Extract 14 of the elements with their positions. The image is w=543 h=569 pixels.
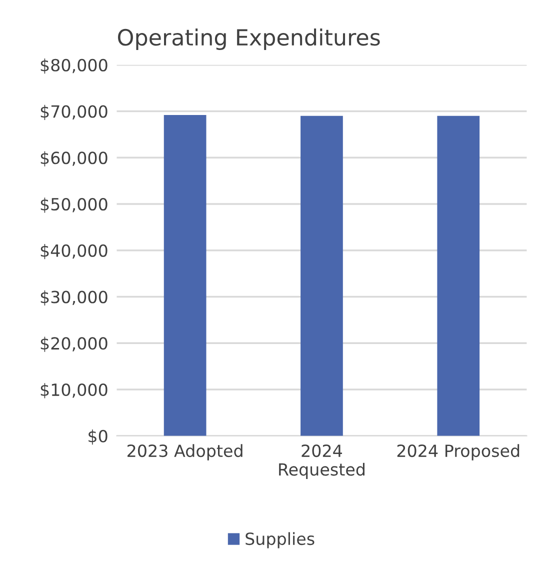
y-tick-label: $0: [88, 430, 108, 445]
legend-label: Supplies: [246, 532, 314, 548]
y-tick-label: $60,000: [40, 151, 108, 166]
y-tick-label: $40,000: [40, 244, 108, 260]
y-tick-label: $20,000: [40, 336, 108, 352]
x-tick-label: 2024 Requested: [279, 444, 364, 479]
x-tick-label: 2024 Proposed: [397, 444, 520, 460]
chart-title: Operating Expenditures: [118, 28, 380, 50]
y-tick-label: $30,000: [40, 290, 108, 306]
y-tick-label: $70,000: [40, 104, 108, 120]
y-tick-label: $80,000: [40, 58, 108, 74]
y-tick-label: $50,000: [40, 198, 108, 213]
y-tick-label: $10,000: [40, 383, 108, 398]
x-tick-label: 2023 Adopted: [128, 444, 242, 460]
